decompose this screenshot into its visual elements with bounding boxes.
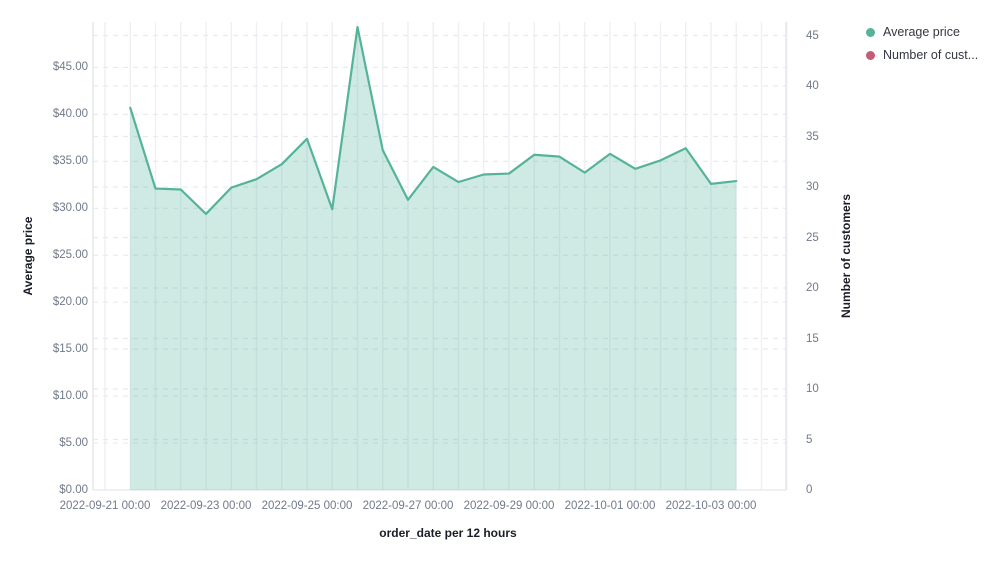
y-left-tick-label: $20.00 <box>52 296 88 309</box>
x-tick-label: 2022-09-27 00:00 <box>362 500 454 512</box>
legend-item-number-of-customers[interactable]: Number of cust... <box>866 47 978 63</box>
y-left-tick-label: $30.00 <box>52 202 88 215</box>
y-left-tick-label: $10.00 <box>52 390 88 403</box>
x-tick-label: 2022-09-21 00:00 <box>59 500 151 512</box>
y-right-tick-label: 10 <box>806 383 819 395</box>
y-right-tick-label: 5 <box>806 433 813 446</box>
x-tick-label: 2022-10-03 00:00 <box>665 500 757 512</box>
x-tick-label: 2022-09-25 00:00 <box>261 500 353 512</box>
legend-item-average-price[interactable]: Average price <box>866 24 978 40</box>
chart-legend: Average price Number of cust... <box>866 24 978 63</box>
series-average-price-area <box>130 27 737 491</box>
x-axis-title: order_date per 12 hours <box>379 526 517 540</box>
legend-dot-icon <box>866 50 875 60</box>
y-right-tick-label: 40 <box>806 80 819 92</box>
y-right-tick-label: 35 <box>806 130 819 143</box>
y-right-tick-label: 30 <box>806 181 819 193</box>
x-tick-label: 2022-10-01 00:00 <box>564 500 656 512</box>
y-left-tick-label: $5.00 <box>59 437 88 450</box>
y-axis-left-title: Average price <box>21 216 35 296</box>
y-left-tick-label: $0.00 <box>59 484 88 496</box>
y-left-tick-label: $35.00 <box>52 155 88 168</box>
y-axis-right-title: Number of customers <box>839 193 853 319</box>
legend-dot-icon <box>866 27 875 37</box>
y-left-tick-label: $15.00 <box>52 343 88 356</box>
series-average-price-line <box>129 25 738 216</box>
y-left-tick-label: $40.00 <box>52 108 88 121</box>
y-right-tick-label: 20 <box>806 282 819 294</box>
y-left-tick-label: $45.00 <box>52 61 88 74</box>
y-right-tick-label: 25 <box>806 231 819 244</box>
x-tick-label: 2022-09-29 00:00 <box>463 500 555 512</box>
x-tick-label: 2022-09-23 00:00 <box>160 500 252 512</box>
y-left-tick-label: $25.00 <box>52 249 88 262</box>
y-right-tick-label: 15 <box>806 332 819 345</box>
legend-label: Average price <box>883 25 960 39</box>
legend-label: Number of cust... <box>883 48 979 62</box>
y-right-tick-label: 0 <box>806 484 813 496</box>
y-right-tick-label: 45 <box>806 29 819 42</box>
